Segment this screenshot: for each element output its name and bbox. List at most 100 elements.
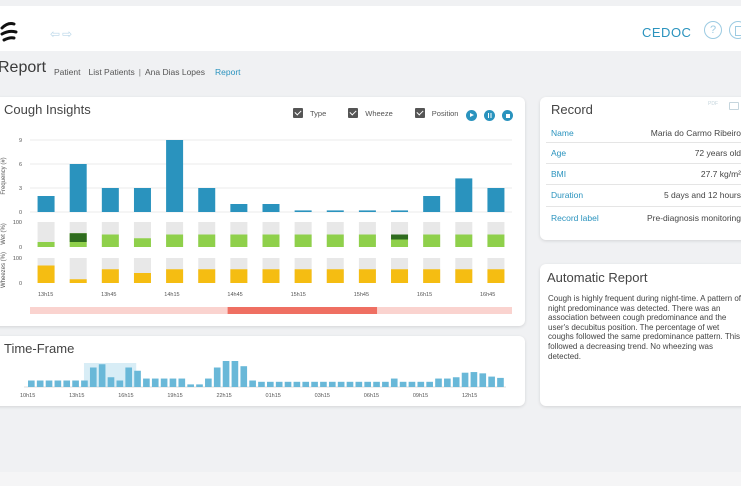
time-frame-tick-label: 06h15 (364, 393, 379, 399)
breadcrumb-patient[interactable]: Patient (54, 67, 81, 77)
play-icon[interactable] (466, 110, 477, 121)
stop-icon[interactable] (502, 110, 513, 121)
time-frame-bar (125, 367, 133, 387)
time-frame-bar (160, 378, 168, 387)
wet-bar-dark (69, 233, 87, 242)
time-frame-tick-label: 16h15 (118, 393, 133, 399)
time-frame-tick-label: 22h15 (216, 393, 231, 399)
back-arrow-icon[interactable]: ⇦ (50, 27, 61, 41)
wet-bar (455, 234, 473, 247)
time-frame-bar (293, 381, 301, 387)
frequency-bar (230, 204, 248, 212)
print-icon[interactable] (729, 102, 739, 110)
time-frame-bar (267, 381, 274, 387)
cough-insights-title: Cough Insights (4, 102, 91, 117)
logo-icon[interactable] (0, 20, 20, 44)
pdf-icon[interactable]: PDF (708, 101, 718, 107)
time-frame-bar (435, 378, 442, 387)
wheeze-bar (101, 269, 119, 283)
record-key: Record label (551, 213, 599, 223)
wet-bar (133, 238, 151, 247)
frequency-bar (37, 196, 55, 212)
breadcrumb-patient-name[interactable]: Ana Dias Lopes (145, 67, 206, 77)
time-frame-bar (497, 377, 504, 387)
frequency-bar (198, 188, 216, 212)
record-key: BMI (551, 169, 567, 179)
record-key: Name (551, 128, 574, 138)
wet-bar (358, 234, 376, 247)
y-axis-label: Frequency (#) (1, 157, 7, 194)
time-frame-bar (390, 378, 398, 387)
org-name[interactable]: CEDOC (642, 25, 692, 40)
time-frame-tick-label: 13h15 (69, 393, 84, 399)
time-frame-bar (54, 380, 62, 387)
y-tick-label: 3 (19, 186, 22, 192)
time-frame-bar (399, 381, 407, 387)
forward-arrow-icon[interactable]: ⇨ (62, 27, 73, 41)
insight-toggles: Type Wheeze Position (293, 108, 480, 118)
time-frame-tick-label: 01h15 (266, 393, 281, 399)
pause-icon[interactable] (484, 110, 495, 121)
x-tick-label: 15h45 (354, 292, 369, 298)
record-value: Pre-diagnosis monitoring (646, 213, 741, 223)
x-tick-label: 14h15 (164, 292, 179, 298)
wheeze-bar (294, 269, 312, 283)
frequency-bar (391, 210, 409, 212)
divider (546, 163, 741, 164)
time-frame-bar (320, 381, 327, 387)
breadcrumb-list-patients[interactable]: List Patients (88, 67, 135, 77)
time-frame-bar (169, 378, 177, 387)
wheeze-bar (198, 269, 216, 283)
automatic-report-text: Cough is highly frequent during night-ti… (548, 294, 741, 361)
wheeze-checkbox[interactable] (348, 108, 359, 118)
wheeze-label: Wheeze (365, 108, 393, 118)
record-value: 72 years old (694, 148, 741, 158)
wet-bar (326, 234, 344, 247)
position-label: Position (431, 108, 459, 118)
wheeze-bar (133, 273, 151, 283)
frequency-bar (455, 178, 473, 212)
time-frame-bar (151, 378, 159, 387)
type-checkbox[interactable] (293, 108, 303, 118)
record-key: Age (551, 148, 567, 158)
y-tick-label: 0 (19, 245, 22, 251)
time-frame-bar (36, 380, 44, 387)
record-card (540, 97, 741, 240)
time-frame-tick-label: 12h15 (462, 393, 477, 399)
wheeze-bar (455, 269, 473, 283)
x-tick-label: 15h15 (291, 292, 306, 298)
document-icon[interactable] (729, 21, 741, 39)
wheeze-bar (358, 269, 376, 283)
time-frame-bar (364, 381, 372, 387)
wheeze-bar (166, 269, 184, 283)
record-value: Maria do Carmo Ribeiro (650, 128, 741, 138)
time-frame-bar (143, 378, 150, 387)
wet-bar (166, 234, 184, 247)
time-frame-bar (479, 373, 487, 387)
time-frame-bar (196, 384, 203, 387)
position-checkbox[interactable] (414, 108, 425, 118)
time-frame-bar (426, 381, 433, 387)
frequency-bar (423, 196, 441, 212)
top-bar: ⇦ ⇨ CEDOC (0, 6, 741, 51)
record-value: 27.7 kg/m² (700, 169, 741, 179)
wet-bar (37, 242, 55, 247)
wet-bar (423, 234, 441, 247)
breadcrumb-report[interactable]: Report (215, 67, 241, 77)
frequency-bar (294, 210, 312, 212)
time-frame-bar (444, 378, 451, 387)
time-frame-chart[interactable]: 10h15 13h15 16h15 19h15 22h15 01h15 03h15 06h15… (0, 358, 525, 402)
time-frame-bar (355, 381, 363, 387)
time-frame-bar (337, 381, 345, 387)
x-tick-label: 16h45 (480, 292, 495, 298)
frequency-bar (487, 188, 505, 212)
divider (546, 142, 741, 143)
wet-bar (101, 234, 119, 247)
x-tick-label: 13h15 (38, 292, 53, 298)
breadcrumb-separator: | (138, 67, 141, 77)
automatic-report-card (540, 264, 741, 406)
time-frame-bar (187, 384, 194, 387)
help-icon[interactable]: ? (704, 21, 722, 39)
frequency-bar (166, 140, 184, 212)
time-frame-bar (222, 361, 230, 387)
